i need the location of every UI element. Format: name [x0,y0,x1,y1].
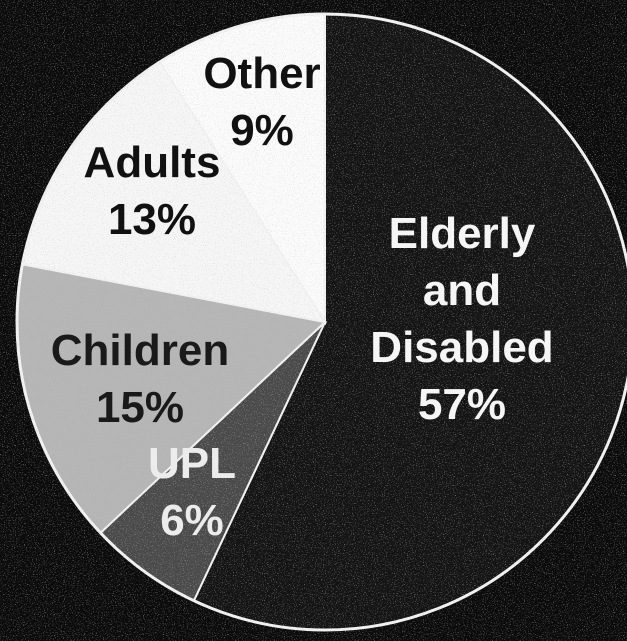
slice-value-label-children: 15% [96,383,184,432]
slice-name-label-children: Children [51,326,229,375]
slice-name-label-elderly-and-disabled: Disabled [370,323,553,372]
slice-value-label-elderly-and-disabled: 57% [418,380,506,429]
slice-name-label-adults: Adults [84,138,221,187]
slice-value-label-adults: 13% [108,195,196,244]
pie-labels: Elderly and Disabled 57% UPL 6% Children 15% Adu… [51,49,554,545]
slice-name-label-elderly-and-disabled: and [423,266,501,315]
slice-value-label-upl: 6% [160,496,224,545]
slice-value-label-other: 9% [230,106,294,155]
slice-name-label-upl: UPL [148,439,236,488]
slice-name-label-other: Other [203,49,320,98]
slice-name-label-elderly-and-disabled: Elderly [389,209,536,258]
